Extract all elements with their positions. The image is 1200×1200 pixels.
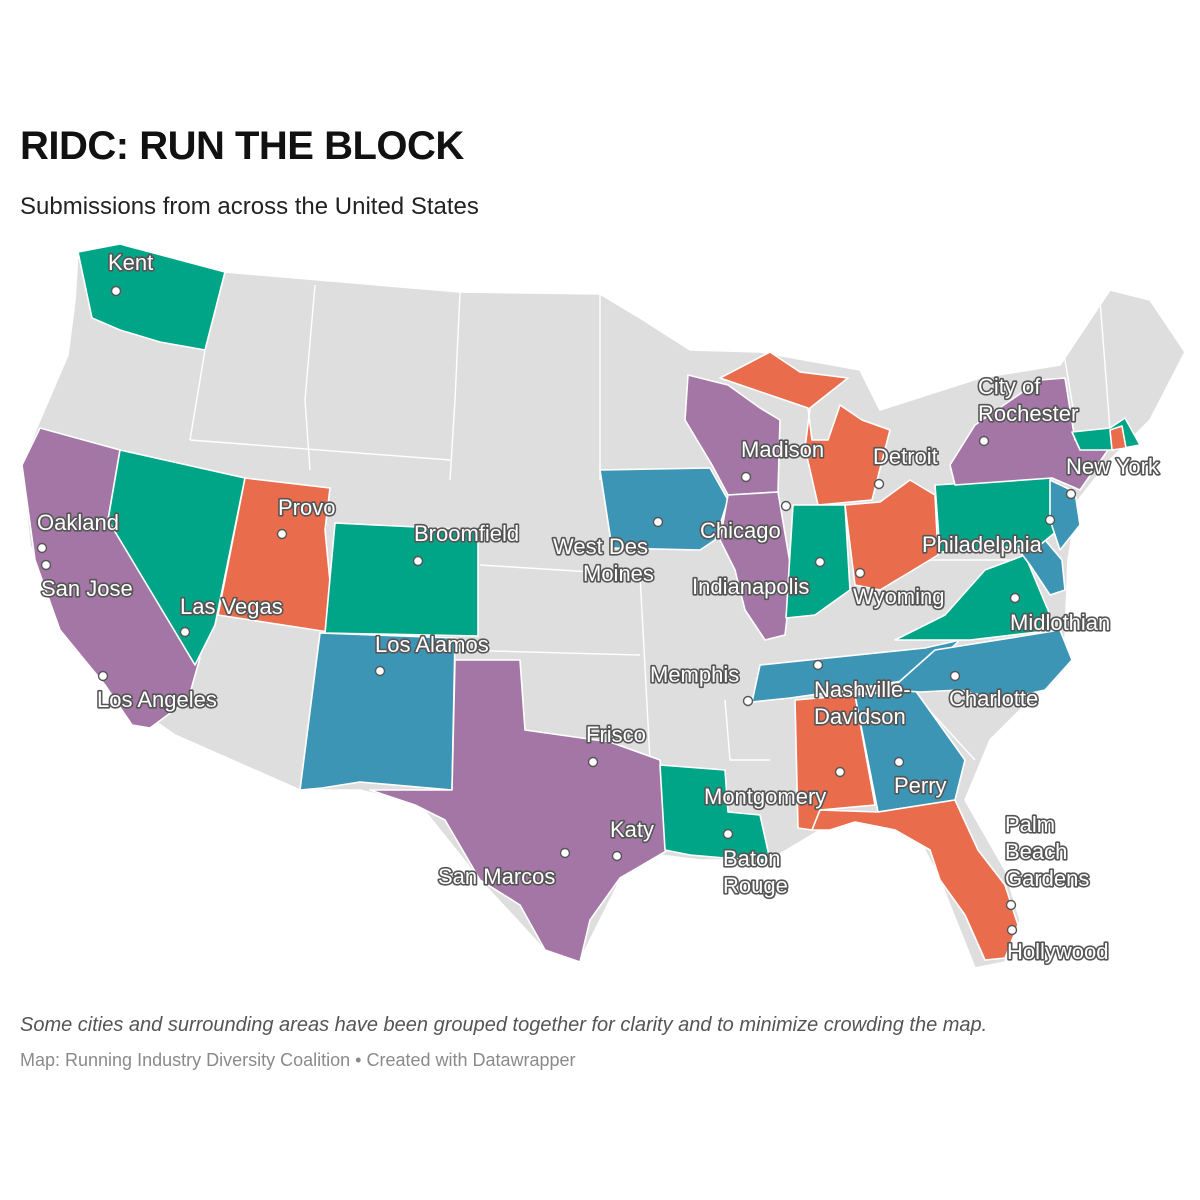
city-dot-new-york bbox=[1065, 488, 1077, 500]
city-label-charlotte: Charlotte bbox=[949, 686, 1038, 711]
city-dot-katy bbox=[611, 850, 623, 862]
city-label-detroit: Detroit bbox=[873, 444, 938, 469]
city-label-memphis: Memphis bbox=[650, 662, 739, 687]
city-label-provo: Provo bbox=[278, 495, 335, 520]
state-ohio bbox=[844, 479, 939, 591]
city-dot-kent bbox=[110, 285, 122, 297]
city-label-philadelphia: Philadelphia bbox=[922, 532, 1043, 557]
state-colorado bbox=[324, 522, 479, 637]
state-rhode-island bbox=[1109, 425, 1127, 451]
state-michigan bbox=[719, 351, 891, 506]
map-subtitle: Submissions from across the United State… bbox=[20, 193, 479, 220]
city-label-baton-rouge: Baton Rouge bbox=[723, 846, 788, 898]
city-label-city-of-rochester: City of Rochester bbox=[978, 374, 1078, 426]
city-label-midlothian: Midlothian bbox=[1010, 610, 1110, 635]
state-north-carolina bbox=[889, 629, 1073, 701]
city-dot-indianapolis bbox=[814, 556, 826, 568]
state-iowa bbox=[599, 467, 729, 551]
us-map: Kent Oakland San Jose Los Angeles Las Ve… bbox=[21, 243, 1186, 969]
city-label-new-york: New York bbox=[1066, 454, 1160, 479]
rochester-line-1: City of bbox=[978, 374, 1041, 399]
west-des-moines-line-2: Moines bbox=[583, 561, 654, 586]
state-tennessee bbox=[751, 639, 961, 703]
city-dot-charlotte bbox=[949, 670, 961, 682]
city-dot-midlothian bbox=[1009, 592, 1021, 604]
state-florida bbox=[811, 799, 1019, 961]
city-dot-los-angeles bbox=[97, 670, 109, 682]
city-label-kent: Kent bbox=[108, 250, 153, 275]
city-dot-city-of-rochester bbox=[978, 435, 990, 447]
city-label-perry: Perry bbox=[894, 773, 947, 798]
west-des-moines-line-1: West Des bbox=[553, 534, 648, 559]
city-dot-san-jose bbox=[40, 559, 52, 571]
city-dot-montgomery bbox=[834, 766, 846, 778]
city-label-san-jose: San Jose bbox=[41, 576, 133, 601]
state-virginia bbox=[894, 554, 1056, 641]
city-dot-nashville-davidson bbox=[812, 659, 824, 671]
city-label-hollywood: Hollywood bbox=[1007, 939, 1109, 964]
city-label-los-angeles: Los Angeles bbox=[97, 687, 217, 712]
source-credit: Map: Running Industry Diversity Coalitio… bbox=[20, 1050, 576, 1070]
state-new-mexico bbox=[299, 632, 456, 791]
state-washington bbox=[77, 243, 226, 351]
palm-beach-line-2: Beach bbox=[1005, 839, 1067, 864]
palm-beach-line-3: Gardens bbox=[1005, 866, 1089, 891]
rochester-line-2: Rochester bbox=[978, 401, 1078, 426]
city-dot-los-alamos bbox=[374, 665, 386, 677]
city-dot-philadelphia bbox=[1044, 514, 1056, 526]
city-dot-provo bbox=[276, 528, 288, 540]
city-markers: Kent Oakland San Jose Los Angeles Las Ve… bbox=[35, 248, 1161, 965]
city-label-nashville-davidson: Nashville- Davidson bbox=[814, 677, 917, 729]
state-louisiana bbox=[659, 764, 771, 861]
city-dot-hollywood bbox=[1006, 924, 1018, 936]
city-label-chicago: Chicago bbox=[700, 518, 781, 543]
city-label-wyoming: Wyoming bbox=[853, 584, 945, 609]
state-texas bbox=[369, 659, 669, 963]
city-dot-madison bbox=[740, 471, 752, 483]
baton-rouge-line-2: Rouge bbox=[723, 873, 788, 898]
state-illinois bbox=[719, 491, 793, 641]
footnote: Some cities and surrounding areas have b… bbox=[20, 1014, 988, 1036]
city-label-katy: Katy bbox=[610, 817, 654, 842]
nashville-line-1: Nashville- bbox=[814, 677, 911, 702]
city-dot-perry bbox=[893, 756, 905, 768]
city-label-las-vegas: Las Vegas bbox=[180, 594, 283, 619]
city-dot-west-des-moines bbox=[652, 516, 664, 528]
city-dot-baton-rouge bbox=[722, 828, 734, 840]
palm-beach-line-1: Palm bbox=[1005, 812, 1055, 837]
city-label-san-marcos: San Marcos bbox=[438, 864, 555, 889]
city-dot-detroit bbox=[873, 478, 885, 490]
city-label-oakland: Oakland bbox=[37, 510, 119, 535]
city-label-los-alamos: Los Alamos bbox=[375, 632, 489, 657]
city-dot-palm-beach-gardens bbox=[1005, 899, 1017, 911]
city-label-broomfield: Broomfield bbox=[414, 521, 519, 546]
baton-rouge-line-1: Baton bbox=[723, 846, 781, 871]
map-title: RIDC: RUN THE BLOCK bbox=[20, 124, 464, 168]
city-label-madison: Madison bbox=[741, 437, 824, 462]
city-label-west-des-moines: West Des Moines bbox=[553, 534, 654, 586]
city-dot-memphis bbox=[742, 695, 754, 707]
city-dot-chicago bbox=[780, 500, 792, 512]
nashville-line-2: Davidson bbox=[814, 704, 906, 729]
city-dot-wyoming bbox=[854, 567, 866, 579]
city-dot-oakland bbox=[36, 542, 48, 554]
city-label-indianapolis: Indianapolis bbox=[692, 574, 809, 599]
city-label-frisco: Frisco bbox=[586, 722, 646, 747]
state-nevada bbox=[107, 449, 246, 666]
city-dot-frisco bbox=[587, 756, 599, 768]
city-dot-san-marcos bbox=[559, 847, 571, 859]
city-dot-broomfield bbox=[412, 555, 424, 567]
city-label-palm-beach-gardens: Palm Beach Gardens bbox=[1005, 812, 1089, 891]
city-dot-las-vegas bbox=[179, 626, 191, 638]
city-label-montgomery: Montgomery bbox=[704, 784, 826, 809]
